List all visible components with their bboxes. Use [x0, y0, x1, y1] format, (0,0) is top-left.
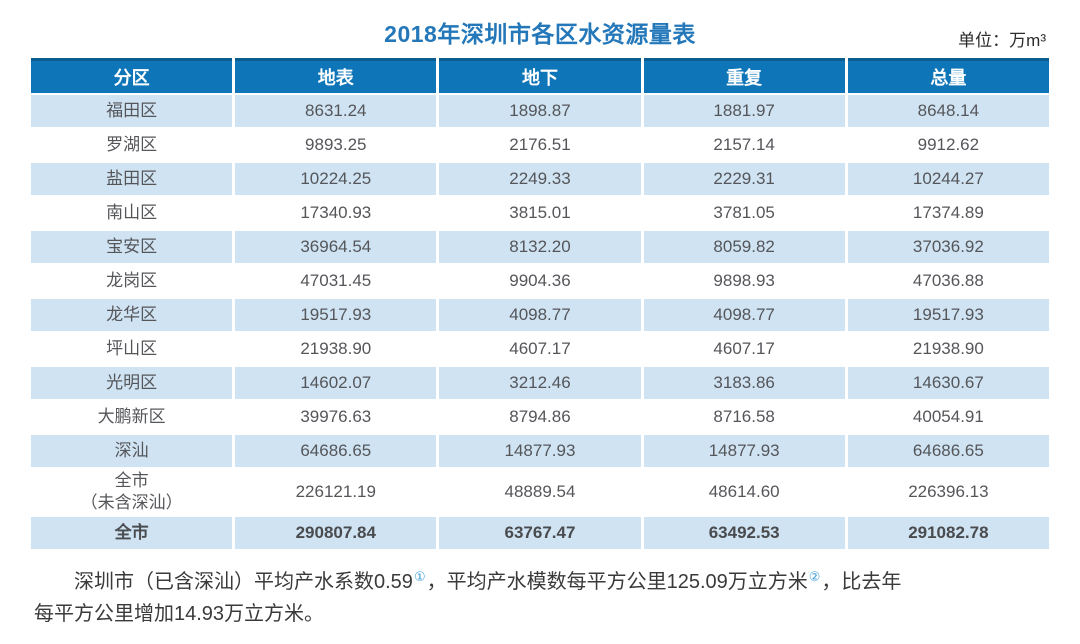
region-cell: 宝安区 [31, 231, 233, 263]
value-cell: 226121.19 [235, 469, 437, 516]
table-row: 龙岗区 47031.45 9904.36 9898.93 47036.88 [31, 265, 1049, 297]
value-cell: 1898.87 [439, 95, 641, 127]
value-cell: 64686.65 [235, 435, 437, 467]
value-cell: 14877.93 [643, 435, 845, 467]
column-header-overlap: 重复 [643, 58, 845, 93]
value-cell: 8059.82 [643, 231, 845, 263]
value-cell: 40054.91 [847, 401, 1049, 433]
value-cell: 9904.36 [439, 265, 641, 297]
table-row: 福田区 8631.24 1898.87 1881.97 8648.14 [31, 95, 1049, 127]
value-cell: 10244.27 [847, 163, 1049, 195]
value-cell: 8648.14 [847, 95, 1049, 127]
value-cell: 8716.58 [643, 401, 845, 433]
value-cell: 290807.84 [235, 517, 437, 550]
value-cell: 37036.92 [847, 231, 1049, 263]
value-cell: 14630.67 [847, 367, 1049, 399]
column-header-surface: 地表 [235, 58, 437, 93]
region-cell: 全市 [31, 517, 233, 550]
value-cell: 3815.01 [439, 197, 641, 229]
value-cell: 1881.97 [643, 95, 845, 127]
value-cell: 14602.07 [235, 367, 437, 399]
value-cell: 4098.77 [439, 299, 641, 331]
value-cell: 9898.93 [643, 265, 845, 297]
region-cell: 龙华区 [31, 299, 233, 331]
region-cell: 盐田区 [31, 163, 233, 195]
region-cell: 光明区 [31, 367, 233, 399]
value-cell: 17374.89 [847, 197, 1049, 229]
value-cell: 8132.20 [439, 231, 641, 263]
value-cell: 47031.45 [235, 265, 437, 297]
value-cell: 47036.88 [847, 265, 1049, 297]
value-cell: 21938.90 [847, 333, 1049, 365]
header-row: 分区 地表 地下 重复 总量 [31, 58, 1049, 93]
table-row: 坪山区 21938.90 4607.17 4607.17 21938.90 [31, 333, 1049, 365]
unit-label: 单位：万m³ [958, 31, 1046, 50]
table-row: 龙华区 19517.93 4098.77 4098.77 19517.93 [31, 299, 1049, 331]
table-row: 宝安区 36964.54 8132.20 8059.82 37036.92 [31, 231, 1049, 263]
region-cell: 大鹏新区 [31, 401, 233, 433]
region-cell: 深汕 [31, 435, 233, 467]
value-cell: 8631.24 [235, 95, 437, 127]
value-cell: 48614.60 [643, 469, 845, 516]
region-cell: 南山区 [31, 197, 233, 229]
value-cell: 48889.54 [439, 469, 641, 516]
value-cell: 3212.46 [439, 367, 641, 399]
footnote-text-4: 每平方公里增加14.93万立方米。 [34, 603, 325, 626]
value-cell: 10224.25 [235, 163, 437, 195]
value-cell: 36964.54 [235, 231, 437, 263]
column-header-region: 分区 [31, 58, 233, 93]
footnote-text-1: 深圳市（已含深汕）平均产水系数0.59 [74, 571, 413, 594]
water-resources-table: 分区 地表 地下 重复 总量 福田区 8631.24 1898.87 1881.… [28, 56, 1052, 551]
table-row: 大鹏新区 39976.63 8794.86 8716.58 40054.91 [31, 401, 1049, 433]
value-cell: 2157.14 [643, 129, 845, 161]
column-header-total: 总量 [847, 58, 1049, 93]
table-row-citywide-excl: 全市 （未含深汕） 226121.19 48889.54 48614.60 22… [31, 469, 1049, 516]
table-row: 南山区 17340.93 3815.01 3781.05 17374.89 [31, 197, 1049, 229]
value-cell: 4098.77 [643, 299, 845, 331]
table-row-citywide-total: 全市 290807.84 63767.47 63492.53 291082.78 [31, 517, 1049, 550]
value-cell: 2249.33 [439, 163, 641, 195]
table-row: 深汕 64686.65 14877.93 14877.93 64686.65 [31, 435, 1049, 467]
region-cell: 罗湖区 [31, 129, 233, 161]
value-cell: 17340.93 [235, 197, 437, 229]
value-cell: 291082.78 [847, 517, 1049, 550]
value-cell: 19517.93 [847, 299, 1049, 331]
footnote-text-2: ，平均产水模数每平方公里125.09万立方米 [426, 571, 808, 594]
region-cell: 龙岗区 [31, 265, 233, 297]
value-cell: 2229.31 [643, 163, 845, 195]
value-cell: 8794.86 [439, 401, 641, 433]
value-cell: 19517.93 [235, 299, 437, 331]
footnote-text-3: ，比去年 [821, 571, 902, 594]
region-cell: 坪山区 [31, 333, 233, 365]
table-row: 罗湖区 9893.25 2176.51 2157.14 9912.62 [31, 129, 1049, 161]
value-cell: 3183.86 [643, 367, 845, 399]
value-cell: 4607.17 [643, 333, 845, 365]
region-cell: 全市 （未含深汕） [31, 469, 233, 516]
footnote-marker-2: ② [808, 568, 821, 584]
value-cell: 9893.25 [235, 129, 437, 161]
value-cell: 64686.65 [847, 435, 1049, 467]
column-header-ground: 地下 [439, 58, 641, 93]
footnote: 深圳市（已含深汕）平均产水系数0.59①，平均产水模数每平方公里125.09万立… [28, 566, 1052, 630]
value-cell: 14877.93 [439, 435, 641, 467]
value-cell: 4607.17 [439, 333, 641, 365]
value-cell: 21938.90 [235, 333, 437, 365]
page: 2018年深圳市各区水资源量表 单位：万m³ 分区 地表 地下 重复 总量 福田… [28, 0, 1052, 630]
table-row: 光明区 14602.07 3212.46 3183.86 14630.67 [31, 367, 1049, 399]
value-cell: 9912.62 [847, 129, 1049, 161]
footnote-marker-1: ① [413, 568, 426, 584]
value-cell: 39976.63 [235, 401, 437, 433]
table-header-bar: 2018年深圳市各区水资源量表 单位：万m³ [28, 0, 1052, 56]
region-cell: 福田区 [31, 95, 233, 127]
page-title: 2018年深圳市各区水资源量表 [384, 21, 696, 47]
value-cell: 63492.53 [643, 517, 845, 550]
value-cell: 2176.51 [439, 129, 641, 161]
value-cell: 63767.47 [439, 517, 641, 550]
table-row: 盐田区 10224.25 2249.33 2229.31 10244.27 [31, 163, 1049, 195]
value-cell: 226396.13 [847, 469, 1049, 516]
value-cell: 3781.05 [643, 197, 845, 229]
